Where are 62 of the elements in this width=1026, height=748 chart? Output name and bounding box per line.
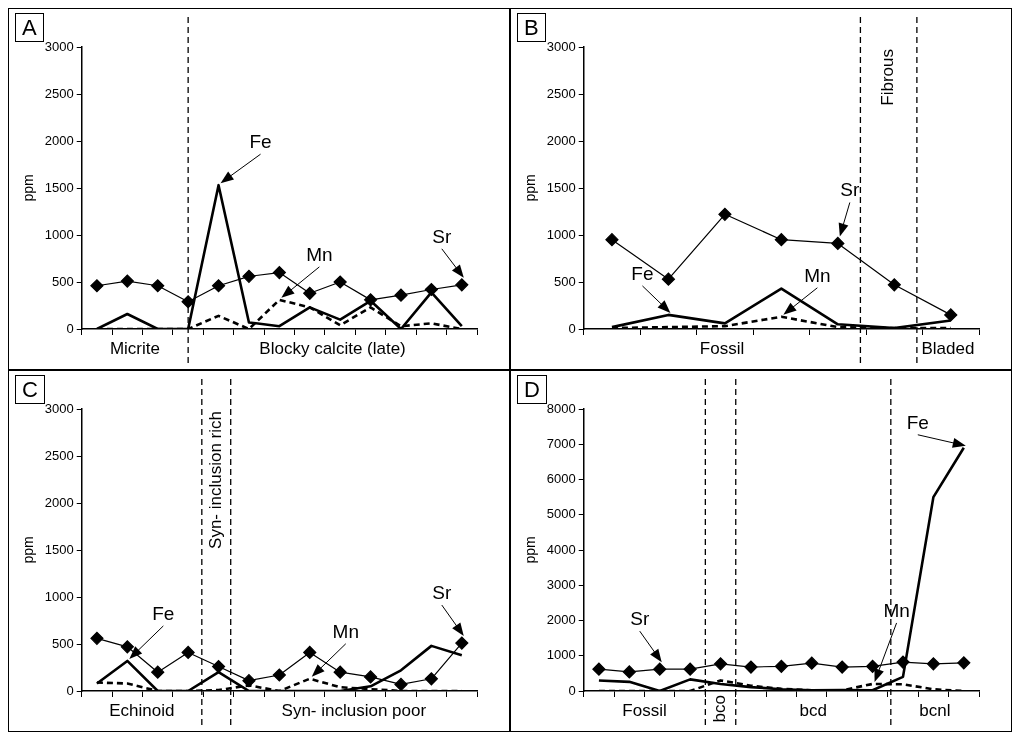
series-label: Sr	[432, 225, 452, 247]
text: Fossil	[699, 338, 745, 358]
y-tick-label: 0	[66, 682, 74, 698]
text: Mn	[306, 243, 333, 265]
y-tick-label: 7000	[546, 435, 576, 451]
y-tick-label: 2500	[44, 447, 74, 463]
series-label: Sr	[840, 179, 860, 201]
y-tick-label: 1500	[44, 541, 74, 557]
y-axis-title: ppm	[20, 536, 37, 564]
y-tick-label: 1500	[44, 179, 74, 195]
series-label: Sr	[432, 582, 452, 604]
y-tick-label: 500	[52, 635, 74, 651]
y-tick-label: 6000	[546, 471, 576, 487]
text: Fossil	[622, 700, 667, 720]
y-tick-label: 4000	[546, 541, 576, 557]
y-tick-label: 1000	[44, 588, 74, 604]
annotation: Syn- inclusion rich	[205, 410, 225, 549]
text: Fe	[152, 602, 175, 624]
y-tick-label: 1000	[44, 226, 74, 242]
text: Mn	[883, 599, 910, 621]
y-tick-label: 3000	[44, 400, 74, 416]
text: bcd	[799, 700, 827, 720]
series-label: Fe	[631, 262, 654, 284]
y-tick-label: 3000	[44, 38, 74, 54]
series-label: Mn	[804, 264, 831, 286]
y-tick-label: 2000	[546, 132, 576, 148]
text: Blocky calcite (late)	[259, 338, 406, 358]
y-axis-title: ppm	[522, 174, 539, 202]
text: Echinoid	[109, 700, 175, 720]
annotation: Fibrous	[878, 49, 898, 106]
y-tick-label: 2500	[546, 85, 576, 101]
y-tick-label: 0	[568, 320, 576, 336]
text: Syn- inclusion poor	[281, 700, 427, 720]
series-label: Sr	[630, 608, 650, 630]
chart-title: B	[517, 13, 546, 42]
text: bcnl	[919, 700, 951, 720]
y-tick-label: 500	[52, 273, 74, 289]
chart-title: C	[15, 375, 45, 404]
y-tick-label: 3000	[546, 576, 576, 592]
text: Micrite	[109, 338, 160, 358]
chart-title: A	[15, 13, 44, 42]
y-tick-label: 2000	[546, 612, 576, 628]
series-label: Fe	[906, 411, 929, 433]
y-tick-label: 8000	[546, 400, 576, 416]
chart-title: D	[517, 375, 547, 404]
y-tick-label: 2500	[44, 85, 74, 101]
y-tick-label: 2000	[44, 494, 74, 510]
y-axis-title: ppm	[522, 536, 539, 564]
y-tick-label: 1000	[546, 647, 576, 663]
y-tick-label: 3000	[546, 38, 576, 54]
text: Fe	[249, 131, 272, 153]
y-tick-label: 500	[554, 273, 576, 289]
text: Mn	[332, 620, 359, 642]
y-tick-label: 1000	[546, 226, 576, 242]
y-tick-label: 0	[568, 682, 576, 698]
text: Bladed	[921, 338, 975, 358]
y-tick-label: 0	[66, 320, 74, 336]
y-tick-label: 1500	[546, 179, 576, 195]
y-tick-label: 2000	[44, 132, 74, 148]
y-axis-title: ppm	[20, 174, 37, 202]
text: bco	[710, 694, 730, 723]
y-tick-label: 5000	[546, 506, 576, 522]
